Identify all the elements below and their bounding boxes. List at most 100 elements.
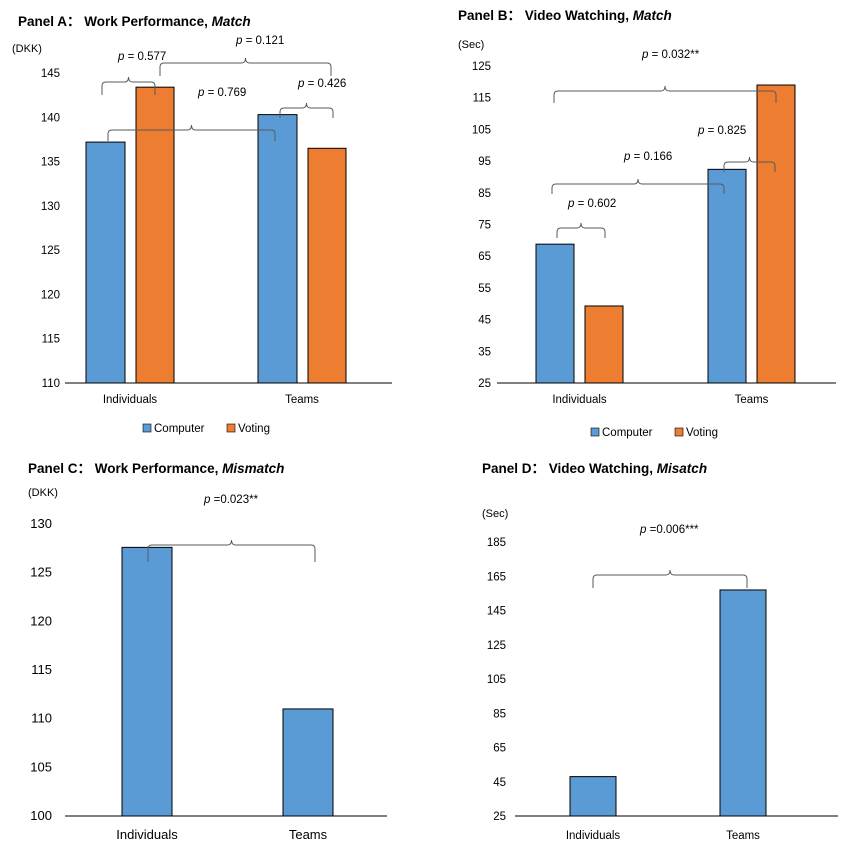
bar-voting-teams: [756, 84, 796, 384]
p-symbol: p: [567, 198, 575, 210]
significance-bracket: [556, 222, 606, 238]
significance-bracket: [107, 124, 276, 141]
panel-title-main: Work Performance,: [95, 461, 222, 476]
legend-swatch-computer: [142, 423, 152, 433]
panel-title: Panel D： Video Watching, Misatch: [482, 461, 707, 476]
y-tick-label: 165: [487, 571, 506, 583]
p-symbol: p: [697, 125, 705, 137]
p-value-label: p =0.023**: [203, 494, 259, 506]
unit-label: (Sec): [482, 508, 508, 520]
p-value-text: = 0.166: [630, 151, 672, 163]
y-tick-label: 110: [31, 711, 52, 726]
bar-computer-individuals: [85, 141, 126, 384]
bar-computer-teams: [257, 114, 298, 384]
bar-computer-teams: [707, 168, 747, 384]
y-tick-label: 120: [30, 613, 52, 628]
bar-voting-individuals: [135, 86, 175, 384]
p-value-label: p =0.006***: [639, 524, 699, 536]
p-value-text: = 0.769: [204, 87, 246, 99]
bar-bar-individuals: [569, 776, 617, 817]
x-category-label: Teams: [726, 830, 760, 842]
y-tick-label: 185: [487, 537, 506, 549]
legend-swatch-voting: [674, 427, 684, 437]
p-value-label: p = 0.032**: [641, 49, 700, 61]
legend-label-computer: Computer: [154, 423, 205, 435]
panel-title-italic: Match: [633, 8, 672, 23]
y-tick-label: 115: [31, 662, 52, 677]
y-tick-label: 145: [41, 68, 60, 80]
x-category-label: Teams: [735, 394, 769, 406]
y-tick-label: 25: [478, 378, 491, 390]
y-tick-label: 75: [478, 220, 491, 232]
bar-bar-teams: [719, 589, 767, 817]
legend-swatch-voting: [226, 423, 236, 433]
panel-b: Panel B： Video Watching, Match (Sec) 25 35 4…: [458, 8, 836, 439]
panel-title-main: Work Performance,: [84, 14, 211, 29]
y-tick-label: 110: [42, 378, 60, 390]
legend-swatch-computer: [590, 427, 600, 437]
p-symbol: p: [639, 524, 647, 536]
legend: Computer Voting: [142, 423, 270, 435]
y-tick-label: 35: [478, 346, 491, 358]
x-category-label: Teams: [289, 827, 328, 842]
legend-label-voting: Voting: [686, 427, 718, 439]
p-value-text: = 0.602: [574, 198, 616, 210]
panel-title-italic: Match: [212, 14, 251, 29]
panel-title-main: Video Watching,: [525, 8, 633, 23]
legend-label-voting: Voting: [238, 423, 270, 435]
y-tick-label: 65: [493, 743, 506, 755]
y-tick-label: 135: [41, 157, 60, 169]
p-value-label: p = 0.166: [623, 151, 672, 163]
significance-bracket: [723, 156, 776, 172]
x-category-label: Individuals: [552, 394, 607, 406]
y-tick-label: 115: [42, 334, 60, 346]
y-tick-label: 120: [41, 289, 60, 301]
panel-title-prefix: Panel C：: [28, 461, 95, 476]
p-symbol: p: [203, 494, 211, 506]
p-value-label: p = 0.602: [567, 198, 616, 210]
y-tick-label: 45: [493, 777, 506, 789]
bar-voting-individuals: [584, 305, 624, 384]
p-value-text: = 0.121: [242, 35, 284, 47]
y-tick-label: 85: [493, 708, 506, 720]
p-value-text: = 0.577: [124, 51, 166, 63]
y-tick-label: 85: [478, 188, 491, 200]
y-tick-label: 105: [30, 759, 52, 774]
p-value-text: = 0.825: [704, 125, 746, 137]
y-tick-label: 125: [487, 640, 506, 652]
significance-bracket: [101, 76, 156, 95]
significance-bracket: [592, 569, 748, 588]
panel-title-prefix: Panel A：: [18, 14, 84, 29]
panel-title-prefix: Panel B：: [458, 8, 525, 23]
y-tick-label: 130: [41, 201, 60, 213]
unit-label: (Sec): [458, 39, 484, 51]
p-symbol: p: [197, 87, 205, 99]
p-symbol: p: [297, 78, 305, 90]
panel-title-prefix: Panel D：: [482, 461, 549, 476]
panel-title-italic: Misatch: [657, 461, 707, 476]
x-category-label: Individuals: [566, 830, 621, 842]
y-tick-label: 95: [478, 156, 491, 168]
significance-bracket: [279, 102, 334, 118]
p-value-label: p = 0.121: [235, 35, 284, 47]
p-value-label: p = 0.577: [117, 51, 166, 63]
legend: Computer Voting: [590, 427, 718, 439]
p-value-label: p = 0.426: [297, 78, 346, 90]
panel-c: Panel C： Work Performance, Mismatch (DKK)…: [28, 461, 387, 842]
legend-label-computer: Computer: [602, 427, 653, 439]
significance-bracket: [147, 539, 316, 562]
unit-label: (DKK): [12, 43, 42, 55]
panel-d: Panel D： Video Watching, Misatch (Sec) 25 4…: [482, 461, 838, 842]
y-tick-label: 45: [478, 315, 491, 327]
bar-computer-individuals: [535, 243, 575, 384]
panel-title: Panel A： Work Performance, Match: [18, 14, 251, 29]
significance-bracket: [159, 57, 332, 76]
y-tick-label: 65: [478, 251, 491, 263]
y-tick-label: 105: [487, 674, 506, 686]
panel-title: Panel C： Work Performance, Mismatch: [28, 461, 284, 476]
p-symbol: p: [641, 49, 649, 61]
panel-title-main: Video Watching,: [549, 461, 657, 476]
y-tick-label: 115: [473, 93, 491, 105]
p-value-text: =0.006***: [646, 524, 699, 536]
